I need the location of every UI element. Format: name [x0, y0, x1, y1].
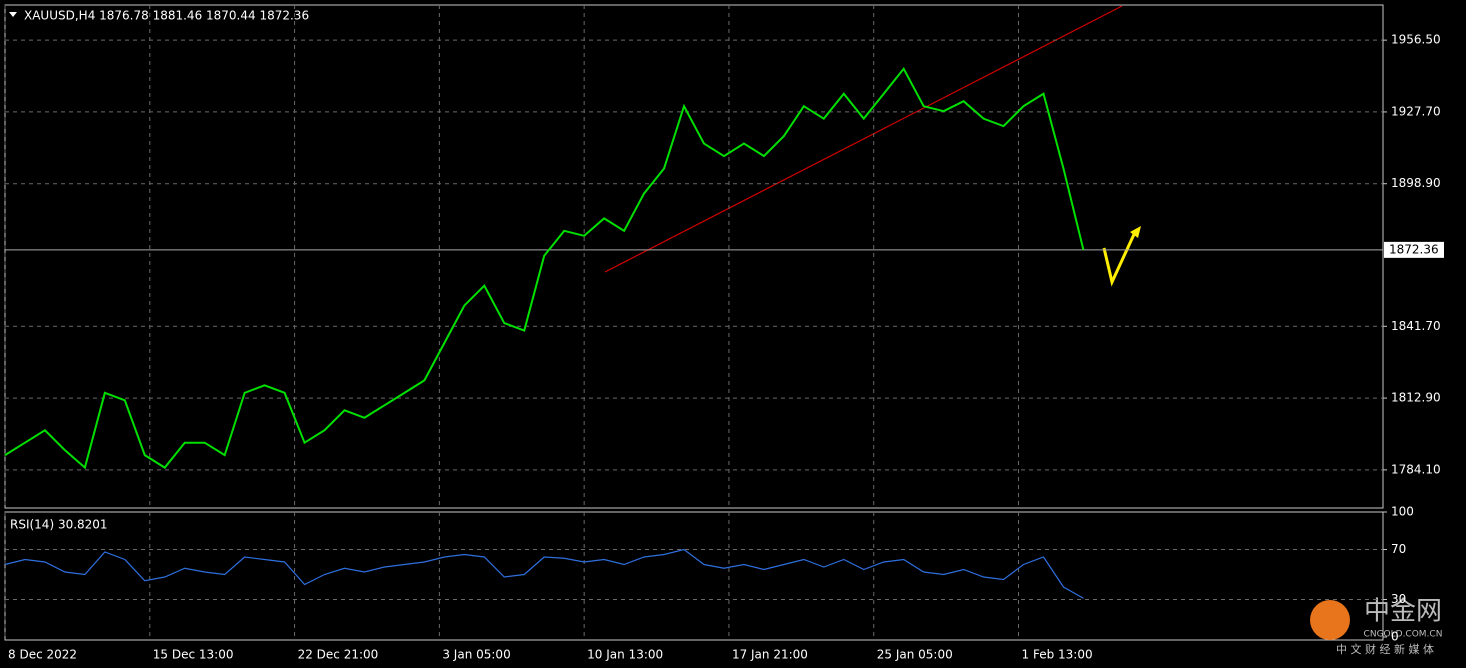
y-tick-label: 1841.70: [1391, 319, 1441, 333]
menu-arrow[interactable]: [9, 12, 17, 17]
y-tick-label: 1898.90: [1391, 176, 1441, 190]
x-tick-label: 17 Jan 21:00: [732, 648, 808, 662]
x-tick-label: 22 Dec 21:00: [298, 648, 379, 662]
logo-icon: [1310, 600, 1350, 640]
y-tick-label: 1956.50: [1391, 33, 1441, 47]
x-tick-label: 10 Jan 13:00: [587, 648, 663, 662]
x-tick-label: 8 Dec 2022: [8, 648, 77, 662]
y-tick-label: 1927.70: [1391, 104, 1441, 118]
logo-site: CNGOLD.COM.CN: [1364, 630, 1443, 640]
logo-slogan: 中 文 财 经 新 媒 体: [1336, 642, 1434, 656]
logo-text: 中金网: [1364, 597, 1442, 627]
y-tick-label: 1812.90: [1391, 391, 1441, 405]
x-tick-label: 15 Dec 13:00: [153, 648, 234, 662]
x-tick-label: 1 Feb 13:00: [1022, 648, 1093, 662]
y-tick-label: 1784.10: [1391, 462, 1441, 476]
y-tick-label: 30: [1391, 592, 1406, 606]
y-tick-label: 100: [1391, 505, 1414, 519]
forecast-arrow: [1102, 229, 1138, 287]
price-tag: [1384, 241, 1444, 258]
x-tick-label: 3 Jan 05:00: [442, 648, 510, 662]
chart-title: XAUUSD,H4 1876.78 1881.46 1870.44 1872.3…: [24, 9, 309, 23]
x-tick-label: 25 Jan 05:00: [877, 648, 953, 662]
arrow-head: [1130, 226, 1141, 238]
y-tick-label: 0: [1391, 630, 1399, 644]
trend-line: [604, 5, 1123, 273]
rsi-title: RSI(14) 30.8201: [10, 518, 108, 532]
price-tag-label: 1872.36: [1389, 242, 1439, 256]
series-line: [4, 548, 1084, 599]
series-line: [4, 67, 1085, 470]
y-tick-label: 70: [1391, 542, 1406, 556]
